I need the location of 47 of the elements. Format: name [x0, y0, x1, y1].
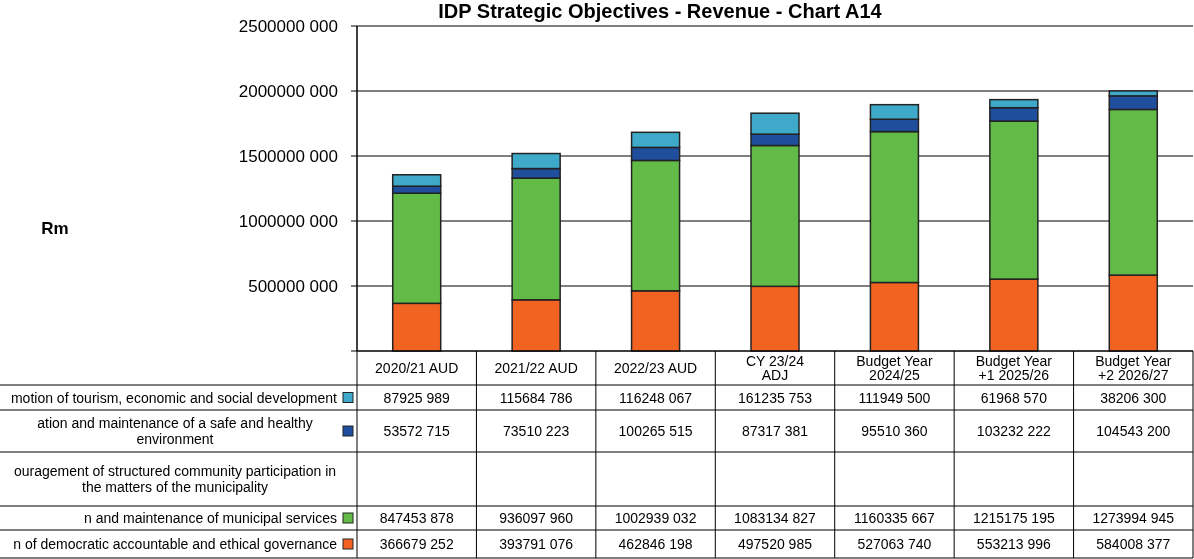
data-label: 1160335 667	[854, 510, 935, 526]
data-label: 1215175 195	[972, 510, 1055, 526]
data-label: 111949 500	[858, 389, 931, 406]
data-label: 393791 076	[499, 536, 574, 552]
x-tick-label: Budget Year +1 2025/26	[975, 353, 1053, 383]
data-label: 100265 515	[618, 423, 693, 439]
data-label: 116248 067	[619, 389, 693, 406]
data-label: 53572 715	[383, 423, 451, 439]
data-label: 104543 200	[1096, 423, 1171, 439]
legend-label: ation and maintenance of a safe and healthy environment	[37, 415, 313, 447]
y-tick-label: 500000 000	[248, 277, 338, 296]
x-tick-label: Budget Year +2 2026/27	[1095, 353, 1172, 383]
data-label: 366679 252	[379, 536, 454, 552]
data-label: 115684 786	[499, 389, 573, 406]
data-label: 73510 223	[503, 423, 570, 439]
data-label: 87925 989	[383, 389, 451, 406]
text: Rm	[41, 219, 69, 238]
legend-label: n of democratic accountable and ethical governance	[13, 536, 338, 552]
data-label: 95510 360	[861, 423, 928, 439]
data-label: 103232 222	[976, 423, 1052, 439]
legend-label: motion of tourism, economic and social development	[10, 389, 338, 406]
y-tick-label: 2000000 000	[238, 82, 338, 101]
data-label: 1002939 032	[614, 510, 697, 526]
data-label: 527063 740	[857, 536, 932, 552]
data-label: 462846 198	[618, 536, 693, 552]
data-label: 847453 878	[379, 510, 454, 526]
data-label: 61968 570	[980, 389, 1048, 406]
x-tick-label: 2020/21 AUD	[375, 360, 459, 376]
data-label: 584008 377	[1096, 536, 1171, 552]
data-label: 553213 996	[976, 536, 1052, 552]
data-label: 1273994 945	[1092, 510, 1175, 526]
x-tick-label: Budget Year 2024/25	[856, 353, 933, 383]
data-label: 38206 300	[1100, 389, 1167, 406]
y-tick-label: 1000000 000	[238, 212, 338, 231]
x-tick-label: 2022/23 AUD	[613, 360, 698, 376]
y-tick-label: 2500000 000	[238, 17, 338, 36]
text: ouragement of structured community participation in the matters of the municipality	[13, 463, 337, 495]
data-label: 1083134 827	[734, 510, 817, 526]
data-label: 936097 960	[499, 510, 574, 526]
chart-title: IDP Strategic Objectives - Revenue - Chart A14	[438, 0, 883, 22]
legend-label: n and maintenance of municipal services	[84, 510, 337, 526]
data-label: 87317 381	[741, 423, 809, 439]
data-label: 161235 753	[738, 389, 813, 406]
y-tick-label: 1500000 000	[238, 147, 338, 166]
x-tick-label: CY 23/24 ADJ	[745, 353, 805, 383]
x-tick-label: 2021/22 AUD	[494, 360, 578, 376]
data-label: 497520 985	[738, 536, 813, 552]
